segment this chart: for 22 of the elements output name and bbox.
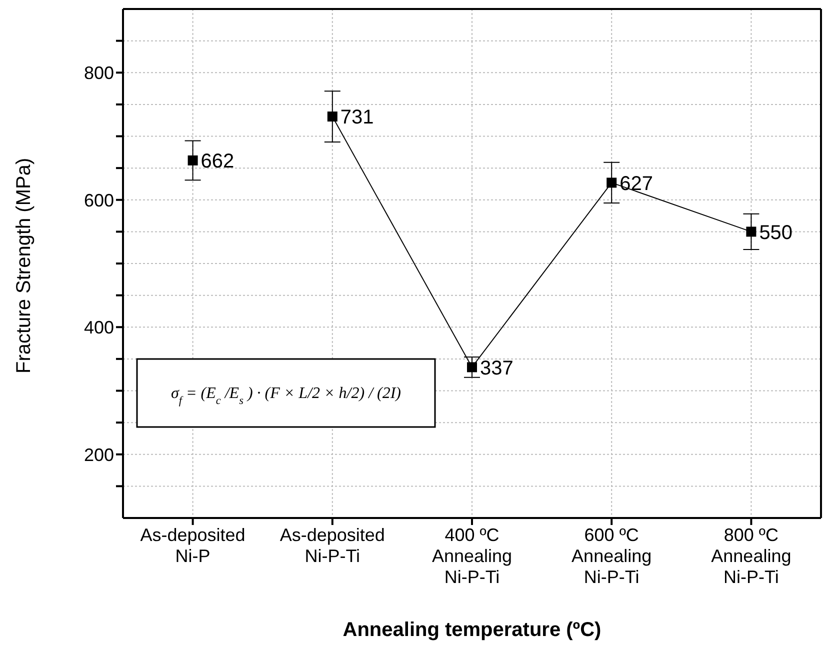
- data-label: 550: [759, 222, 793, 244]
- x-tick-label: As-deposited Ni-P: [140, 525, 246, 566]
- y-tick-label: 400: [84, 318, 114, 338]
- data-label: 337: [480, 357, 514, 380]
- point: [746, 226, 756, 237]
- y-tick-label: 200: [84, 444, 114, 465]
- point: [327, 112, 338, 122]
- data-label: 662: [200, 150, 234, 173]
- point: [606, 178, 617, 188]
- point: [188, 155, 198, 166]
- x-tick-label: 800 ºC Annealing Ni-P-Ti: [711, 525, 792, 587]
- data-label: 627: [620, 172, 653, 195]
- x-tick-label: As-deposited Ni-P-Ti: [280, 525, 385, 566]
- y-tick-label: 600: [84, 190, 114, 210]
- data-label: 731: [340, 106, 374, 129]
- point: [467, 362, 477, 372]
- x-tick-label: 400 ºC Annealing Ni-P-Ti: [432, 525, 512, 587]
- y-axis-title: Fracture Strength (MPa): [13, 158, 36, 374]
- y-tick-label: 800: [84, 63, 114, 84]
- x-axis-title: Annealing temperature (ºC): [342, 619, 602, 641]
- x-tick-label: 600 ºC Annealing Ni-P-Ti: [572, 525, 652, 587]
- annotation: σ$_{f}$ = (E$_{c}$/E$_{s}$) · (F × L/2 × h/2) / (2I): [170, 385, 402, 407]
